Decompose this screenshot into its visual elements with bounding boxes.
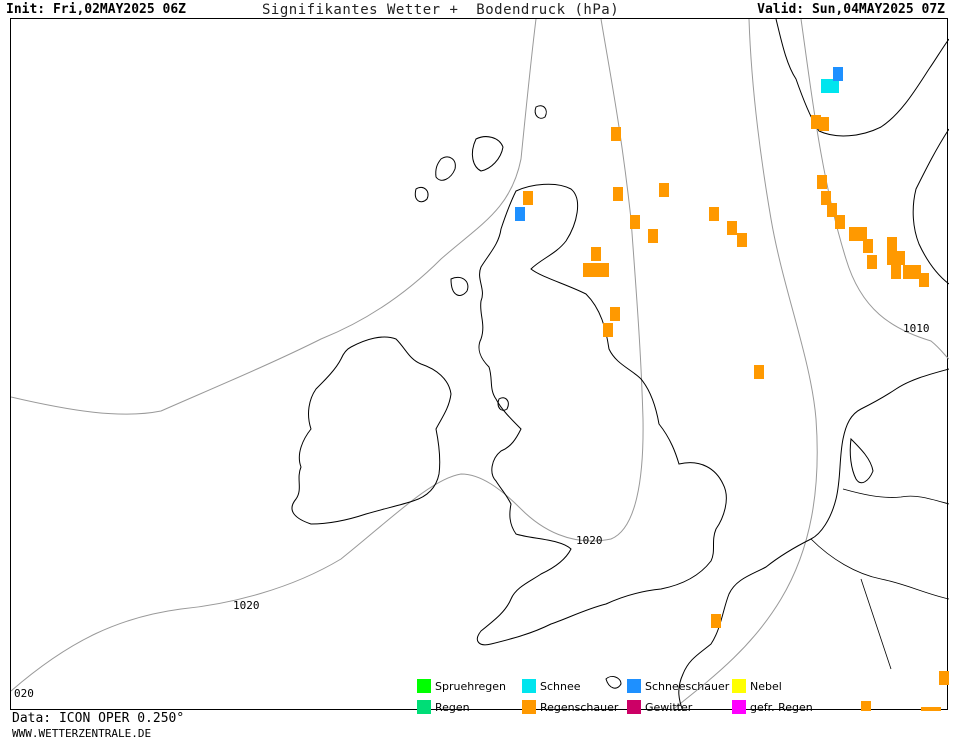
precip-cell	[903, 265, 913, 279]
precipitation-cells	[515, 67, 949, 711]
precip-cell	[613, 187, 623, 201]
precip-cell	[827, 203, 837, 217]
precip-cell	[811, 115, 821, 129]
precip-cell	[709, 207, 719, 221]
isobar-label-1020-edge: 020	[14, 687, 34, 700]
precip-cell	[711, 614, 721, 628]
init-time: Init: Fri,02MAY2025 06Z	[6, 2, 187, 17]
legend-swatch	[732, 679, 746, 693]
legend-item-gewitter: Gewitter	[627, 700, 692, 714]
precip-cell	[603, 323, 613, 337]
legend-swatch	[522, 679, 536, 693]
legend-label: Nebel	[750, 679, 782, 693]
precip-cell	[835, 215, 845, 229]
isobar-label-1020-west: 1020	[233, 599, 260, 612]
legend-swatch	[417, 679, 431, 693]
precip-cell	[727, 221, 737, 235]
precip-cell	[754, 365, 764, 379]
precip-cell	[821, 79, 831, 93]
precip-cell	[911, 265, 921, 279]
precip-cell	[887, 251, 897, 265]
valid-time: Valid: Sun,04MAY2025 07Z	[757, 2, 945, 17]
precip-cell	[887, 237, 897, 251]
legend-label: Regen	[435, 700, 470, 714]
precip-cell	[583, 263, 593, 277]
legend-swatch	[627, 700, 641, 714]
precip-cell	[939, 671, 949, 685]
map-title: Signifikantes Wetter + Bodendruck (hPa)	[262, 2, 620, 18]
borders	[810, 488, 949, 670]
legend-item-spruehregen: Spruehregen	[417, 679, 506, 693]
precip-cell	[891, 265, 901, 279]
precip-cell	[610, 307, 620, 321]
coastlines	[291, 19, 949, 711]
precip-cell	[863, 239, 873, 253]
precip-cell	[833, 67, 843, 81]
isobar-label-1020-east: 1020	[576, 534, 603, 547]
isobars	[11, 19, 949, 711]
legend-label: Schnee	[540, 679, 581, 693]
precip-cell	[919, 273, 929, 287]
precip-cell	[630, 215, 640, 229]
precip-cell	[515, 207, 525, 221]
precip-cell	[611, 127, 621, 141]
legend-label: gefr. Regen	[750, 700, 813, 714]
precip-cell	[591, 247, 601, 261]
legend-label: Regenschauer	[540, 700, 619, 714]
precip-cell	[659, 183, 669, 197]
legend-swatch	[522, 700, 536, 714]
precip-cell	[857, 227, 867, 241]
precip-cell	[829, 79, 839, 93]
precip-cell	[523, 191, 533, 205]
map-canvas: 1010 1020 1020 020	[11, 19, 949, 711]
legend-item-schneeschauer: Schneeschauer	[627, 679, 729, 693]
legend-label: Spruehregen	[435, 679, 506, 693]
precip-cell	[849, 227, 859, 241]
isobar-label-1010: 1010	[903, 322, 930, 335]
legend-item-regen: Regen	[417, 700, 470, 714]
precip-cell	[895, 251, 905, 265]
precip-cell	[821, 191, 831, 205]
legend-item-regenschauer: Regenschauer	[522, 700, 618, 714]
precip-cell	[861, 701, 871, 711]
legend-item-nebel: Nebel	[732, 679, 782, 693]
legend-item-gefr-regen: gefr. Regen	[732, 700, 813, 714]
precip-cell	[817, 175, 827, 189]
precip-cell	[931, 707, 941, 711]
legend-label: Gewitter	[645, 700, 693, 714]
precip-cell	[648, 229, 658, 243]
legend-swatch	[417, 700, 431, 714]
weather-map: 1010 1020 1020 020	[10, 18, 949, 711]
legend-item-schnee: Schnee	[522, 679, 581, 693]
legend-swatch	[732, 700, 746, 714]
precip-cell	[599, 263, 609, 277]
legend-label: Schneeschauer	[645, 679, 730, 693]
precip-cell	[591, 263, 601, 277]
legend-swatch	[627, 679, 641, 693]
precip-cell	[921, 707, 931, 711]
precip-cell	[819, 117, 829, 131]
precip-cell	[867, 255, 877, 269]
website-credit: WWW.WETTERZENTRALE.DE	[12, 727, 152, 740]
data-source: Data: ICON OPER 0.250°	[12, 711, 185, 726]
precip-cell	[737, 233, 747, 247]
